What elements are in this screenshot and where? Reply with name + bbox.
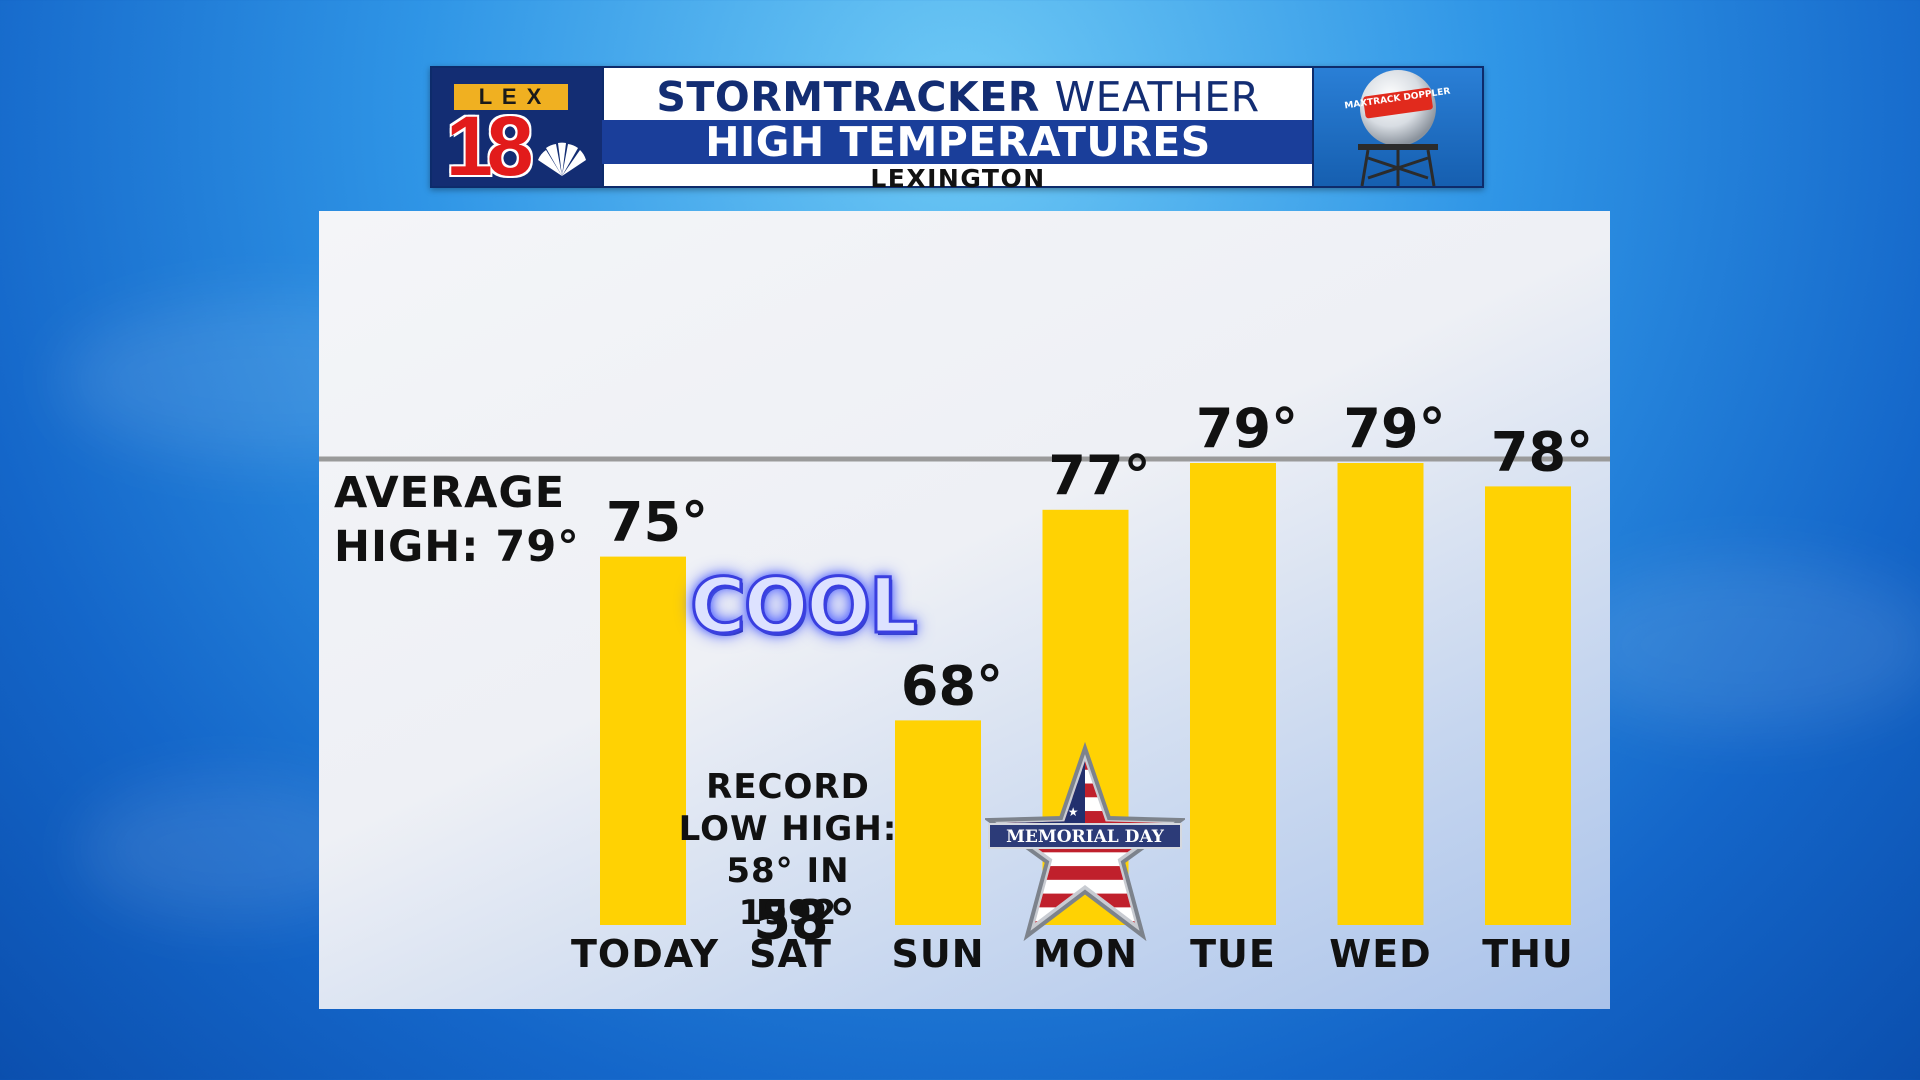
station-logo: L E X 18 xyxy=(432,68,604,186)
average-line1: AVERAGE xyxy=(334,468,566,518)
radar-tower-icon: MAXTRACK DOPPLER xyxy=(1344,70,1451,186)
record-line1: RECORD xyxy=(706,767,870,807)
title-bold: STORMTRACKER xyxy=(656,73,1040,121)
memorial-day-star-icon: ★★★ ★★ MEMORIAL DAY xyxy=(985,742,1185,942)
value-label-tue: 79° xyxy=(1196,397,1298,460)
bar-thu xyxy=(1485,486,1571,925)
value-label-wed: 79° xyxy=(1343,397,1445,460)
record-low-high-note: RECORD LOW HIGH: 58° IN 1992 xyxy=(668,766,908,934)
title-rest: WEATHER xyxy=(1054,73,1260,121)
average-line2: HIGH: 79° xyxy=(334,522,580,572)
cool-callout: COOL xyxy=(688,561,918,650)
header-titles: STORMTRACKER WEATHER HIGH TEMPERATURES L… xyxy=(602,68,1314,193)
record-line2: LOW HIGH: xyxy=(678,809,898,849)
bar-wed xyxy=(1337,463,1424,925)
chart-panel: 75° TODAY 58° SAT 68° SUN 77° MON 79° TUE 79° WED 78… xyxy=(319,211,1610,1009)
value-label-sat: 58° xyxy=(753,888,855,951)
value-label-today: 75° xyxy=(606,491,708,554)
bar-today xyxy=(600,556,686,925)
bar-tue xyxy=(1190,463,1276,925)
svg-text:★: ★ xyxy=(1068,805,1079,819)
category-label-mon: MON xyxy=(1033,932,1138,976)
value-label-sun: 68° xyxy=(901,654,1003,717)
category-label-wed: WED xyxy=(1329,932,1431,976)
bar-sun xyxy=(895,720,981,925)
header-banner: L E X 18 STORMTRACKER WEATHER HIGH TEMPE… xyxy=(430,66,1484,193)
doppler-radar-logo: MAXTRACK DOPPLER xyxy=(1312,68,1482,186)
peacock-icon xyxy=(538,142,586,176)
logo-18: 18 xyxy=(446,99,533,186)
header-location: LEXINGTON xyxy=(870,164,1046,193)
category-label-today: TODAY xyxy=(571,932,719,976)
category-label-tue: TUE xyxy=(1190,932,1276,976)
memorial-day-label: MEMORIAL DAY xyxy=(1006,827,1165,847)
average-high-label: AVERAGE HIGH: 79° xyxy=(334,466,580,574)
header-title: STORMTRACKER WEATHER xyxy=(602,74,1314,120)
record-line4: 1992 xyxy=(738,893,838,933)
record-line3: 58° IN xyxy=(726,851,850,891)
logo-lex: L E X xyxy=(454,84,568,110)
category-label-thu: THU xyxy=(1482,932,1574,976)
category-label-sun: SUN xyxy=(891,932,984,976)
header-subtitle: HIGH TEMPERATURES xyxy=(602,120,1314,164)
category-label-sat: SAT xyxy=(749,932,832,976)
value-label-thu: 78° xyxy=(1491,420,1593,483)
logo-lex-text: L E X xyxy=(454,84,568,110)
value-label-mon: 77° xyxy=(1048,444,1150,507)
temperature-bar-chart: 75° TODAY 58°SAT 68° SUN 77° MON 79° TUE 79° WED 78… xyxy=(319,397,1610,976)
